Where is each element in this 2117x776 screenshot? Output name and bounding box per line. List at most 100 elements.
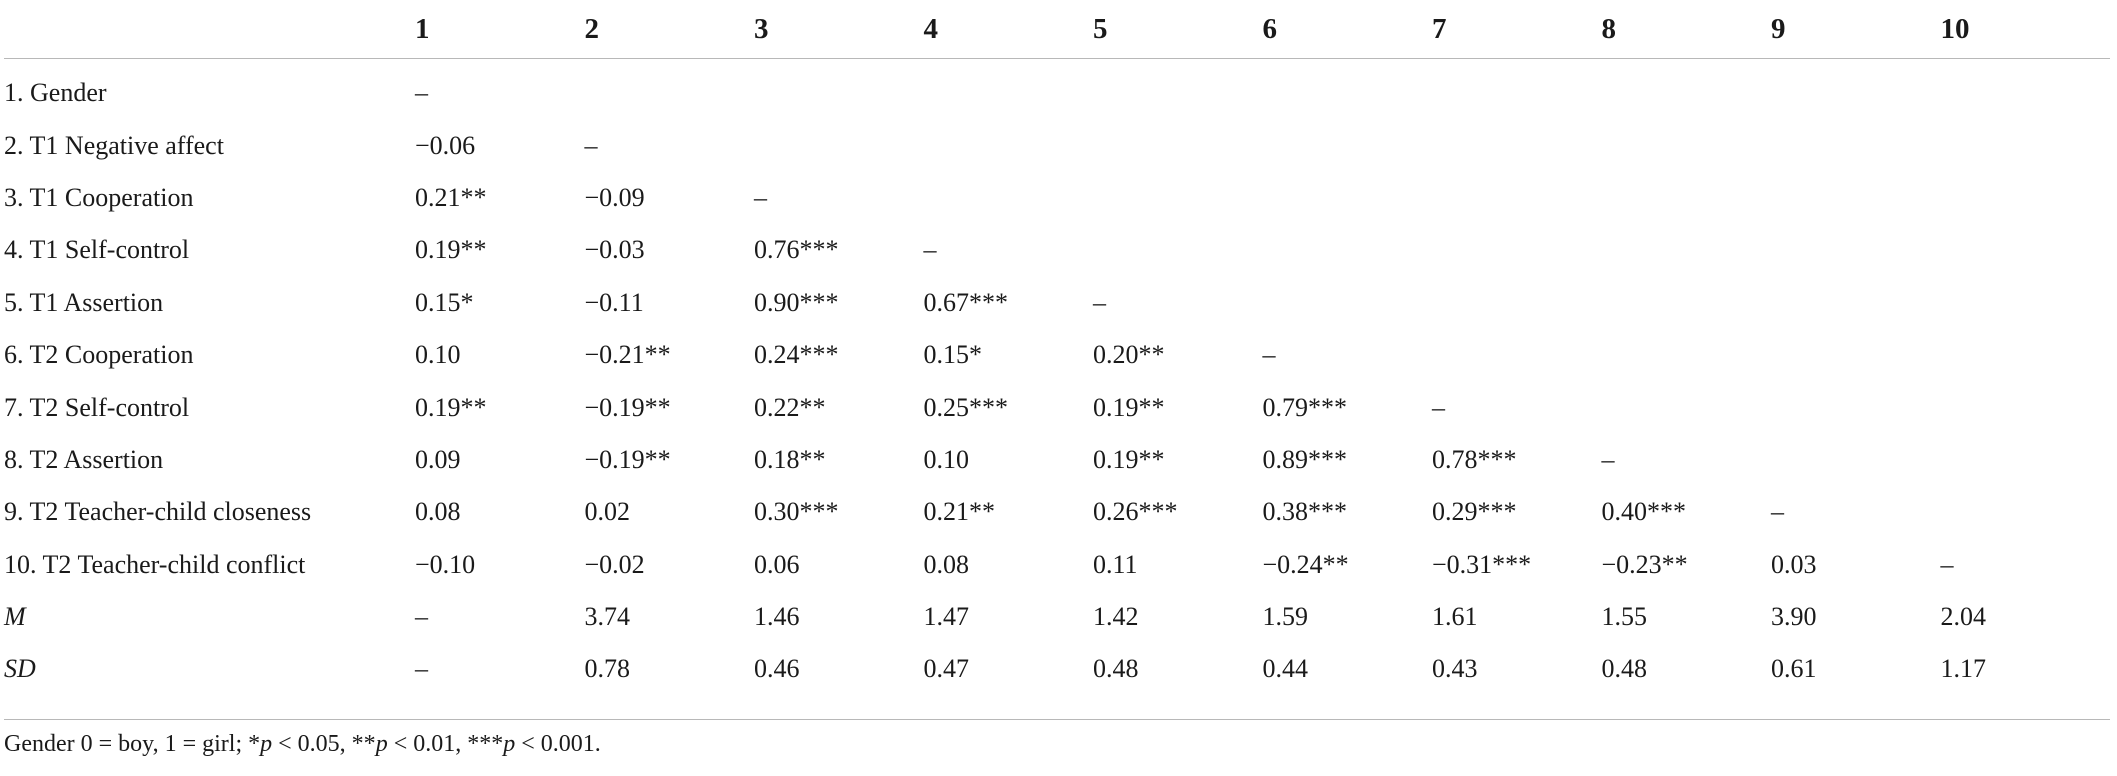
- row-label: 10. T2 Teacher-child conflict: [4, 549, 306, 579]
- table-cell: [754, 59, 924, 120]
- column-header-5: 5: [1093, 0, 1263, 59]
- table-cell: [1602, 277, 1772, 329]
- row-label: 9. T2 Teacher-child closeness: [4, 497, 312, 527]
- table-cell: [1432, 172, 1602, 224]
- header-cell-blank: [4, 0, 415, 59]
- table-cell: [1941, 119, 2111, 171]
- table-cell: [1771, 119, 1941, 171]
- table-row: M – 3.74 1.46 1.47 1.42 1.59 1.61 1.55 3.90 2.04: [4, 591, 2110, 643]
- table-cell: 3.74: [584, 602, 631, 632]
- table-cell: 0.19**: [415, 235, 487, 265]
- table-cell: 0.78***: [1432, 444, 1517, 474]
- column-header-9: 9: [1771, 0, 1941, 59]
- table-cell: [1602, 381, 1772, 433]
- table-cell: 0.47: [923, 654, 970, 684]
- table-cell: [1093, 224, 1263, 276]
- table-cell: [1263, 119, 1433, 171]
- table-row: 5. T1 Assertion 0.15* −0.11 0.90*** 0.67*** –: [4, 277, 2110, 329]
- table-cell: [1941, 434, 2111, 486]
- table-cell: −0.19**: [584, 392, 671, 422]
- table-cell: –: [754, 182, 767, 212]
- table-cell: [1093, 59, 1263, 120]
- table-cell: 0.30***: [754, 497, 839, 527]
- row-label: 4. T1 Self-control: [4, 235, 190, 265]
- table-body: 1. Gender –2. T1 Negative affect −0.06–3. …: [4, 59, 2110, 696]
- table-cell: −0.11: [584, 287, 644, 317]
- table-cell: −0.03: [584, 235, 645, 265]
- table-cell: 0.03: [1771, 549, 1817, 579]
- table-cell: [1941, 172, 2111, 224]
- table-cell: 0.67***: [923, 287, 1009, 317]
- table-cell: [585, 59, 755, 120]
- table-cell: [1432, 119, 1602, 171]
- table-cell: [1263, 277, 1433, 329]
- table-cell: [1771, 381, 1941, 433]
- table-cell: [924, 119, 1094, 171]
- table-cell: 0.79***: [1262, 392, 1348, 422]
- table-cell: 0.48: [1601, 654, 1648, 684]
- table-cell: 3.90: [1771, 602, 1817, 632]
- column-header-2: 2: [584, 0, 754, 59]
- column-header-4: 4: [923, 0, 1093, 59]
- column-header-1: 1: [415, 0, 585, 59]
- table-cell: –: [415, 602, 428, 632]
- table-cell: 0.22**: [754, 392, 826, 422]
- table-row: 6. T2 Cooperation 0.10 −0.21** 0.24*** 0.15*…: [4, 329, 2110, 381]
- table-cell: –: [1093, 287, 1106, 317]
- table-cell: 0.48: [1093, 654, 1139, 684]
- table-cell: 0.19**: [1093, 392, 1165, 422]
- table-cell: −0.23**: [1601, 549, 1688, 579]
- table-cell: 0.24***: [754, 340, 839, 370]
- table-cell: 0.10: [415, 340, 461, 370]
- table-cell: [1941, 59, 2111, 120]
- column-header-7: 7: [1432, 0, 1602, 59]
- column-header-3: 3: [754, 0, 924, 59]
- table-cell: 0.08: [415, 497, 461, 527]
- correlation-table: 1 2 3 4 5 6 7 8 9 10 1. Gender –2. T1 Negative aff…: [4, 0, 2110, 696]
- table-row: 7. T2 Self-control 0.19** −0.19** 0.22** 0.2…: [4, 381, 2110, 433]
- table-cell: 0.19**: [415, 392, 487, 422]
- table-cell: –: [415, 78, 428, 108]
- table-cell: 0.08: [923, 549, 970, 579]
- table-cell: 0.21**: [415, 182, 487, 212]
- table-cell: 0.25***: [923, 392, 1009, 422]
- table-cell: −0.02: [584, 549, 645, 579]
- table-cell: [924, 59, 1094, 120]
- table-cell: [1263, 59, 1433, 120]
- table-cell: 1.61: [1432, 602, 1478, 632]
- row-label: 8. T2 Assertion: [4, 444, 164, 474]
- table-row: 4. T1 Self-control 0.19** −0.03 0.76*** –: [4, 224, 2110, 276]
- table-cell: [1771, 277, 1941, 329]
- table-cell: –: [1771, 497, 1784, 527]
- row-label: 1. Gender: [4, 78, 107, 108]
- table-cell: 0.06: [754, 549, 800, 579]
- table-cell: 0.19**: [1093, 444, 1165, 474]
- table-cell: [1771, 434, 1941, 486]
- table-cell: 0.15*: [415, 287, 474, 317]
- table-cell: 2.04: [1940, 602, 1987, 632]
- table-cell: 0.20**: [1093, 340, 1165, 370]
- header-row: 1 2 3 4 5 6 7 8 9 10: [4, 0, 2110, 59]
- table-cell: 1.46: [754, 602, 800, 632]
- table-cell: [1602, 224, 1772, 276]
- table-cell: [1602, 329, 1772, 381]
- table-cell: 0.21**: [923, 497, 996, 527]
- table-cell: 0.61: [1771, 654, 1817, 684]
- table-cell: 0.02: [584, 497, 631, 527]
- table-cell: 0.89***: [1262, 444, 1348, 474]
- note-p2: p: [375, 731, 388, 757]
- table-cell: –: [584, 130, 598, 160]
- note-prefix: Gender 0 = boy, 1 = girl; *: [4, 731, 261, 757]
- table-cell: [1093, 119, 1263, 171]
- table-cell: 0.44: [1262, 654, 1309, 684]
- note-p3: p: [503, 731, 516, 757]
- table-cell: 1.59: [1262, 602, 1309, 632]
- table-cell: [1941, 329, 2111, 381]
- table-row: 3. T1 Cooperation 0.21** −0.09 –: [4, 172, 2110, 224]
- table-cell: −0.10: [415, 549, 476, 579]
- table-cell: [1941, 486, 2111, 538]
- row-label: 3. T1 Cooperation: [4, 182, 194, 212]
- table-cell: [754, 119, 924, 171]
- table-cell: 0.09: [415, 444, 461, 474]
- note-t3: < 0.001.: [515, 731, 601, 757]
